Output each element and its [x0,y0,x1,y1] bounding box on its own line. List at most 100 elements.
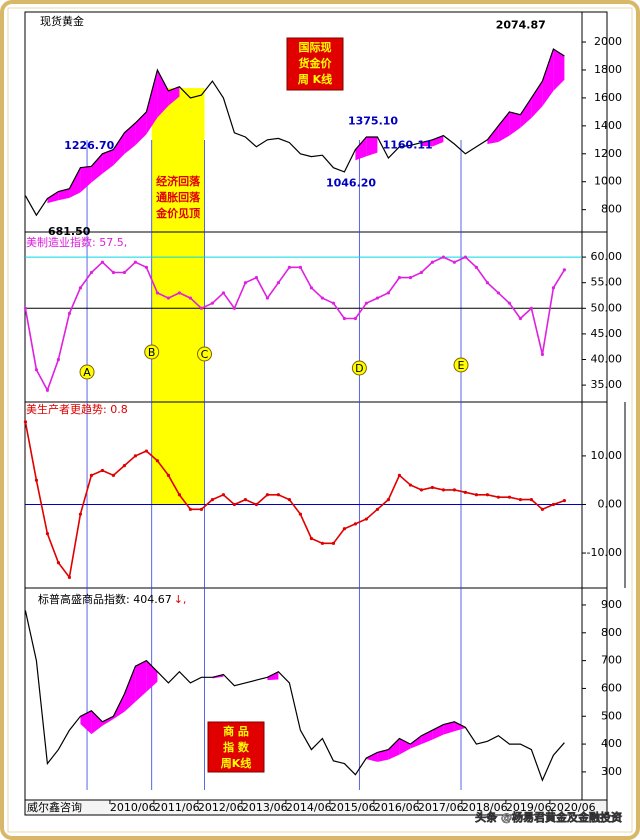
point [419,488,424,492]
trend-fill [80,710,92,735]
x-tick-label: 2012/06 [198,801,244,814]
point [474,493,479,497]
annotation-label: 1160.11 [383,138,433,151]
point [199,306,204,310]
point [408,275,413,280]
panel-title: 美制造业指数: 57.5, [26,235,127,249]
trend-fill [58,188,70,201]
point [100,468,105,473]
y-tick-label: 800 [601,203,622,216]
point [188,296,193,300]
trend-arrow: ↓, [174,593,187,606]
point [23,306,28,310]
point [254,502,259,507]
trend-fill [69,167,81,198]
y-tick-label: 50.00 [591,301,623,314]
point [441,488,446,492]
x-tick-label: 2019/06 [506,801,552,814]
trend-fill [432,724,444,740]
trend-fill [509,111,521,136]
point [166,473,171,477]
y-tick-label: 0.00 [598,497,623,510]
panel-title: 现货黄金 [40,14,84,28]
x-tick-label: 2010/06 [110,801,156,814]
series-line [24,48,565,217]
point [34,478,39,482]
point [67,311,72,316]
point [243,281,248,285]
point [254,275,259,280]
point [408,483,413,487]
trend-fill [267,671,279,681]
point [210,301,215,305]
box-text: 经济回落 [156,174,201,188]
point [221,291,226,295]
x-tick-label: 2015/06 [330,801,376,814]
y-tick-label: 1000 [594,175,622,188]
series-line [24,256,566,393]
trend-fill [410,735,422,749]
trend-fill [146,660,158,692]
box-text: 通胀回落 [156,190,201,204]
trend-fill [146,69,158,135]
trend-fill [531,81,543,119]
point [210,498,215,502]
point [540,352,545,356]
point [397,473,402,477]
trend-fill [432,135,444,147]
point [287,265,292,269]
trend-fill [454,721,466,732]
trend-fill [91,710,103,735]
y-tick-label: 45.00 [591,327,623,340]
trend-fill [498,111,510,143]
point [199,507,204,511]
y-tick-label: 1600 [594,91,622,104]
point [320,296,325,300]
panel-title: 美生产者更趋势: 0.8 [26,402,128,416]
point [342,316,347,321]
trend-fill [487,125,499,144]
box-text: 货金价 [298,56,333,70]
y-tick-label: 700 [601,654,622,667]
box-text: 周 K线 [298,72,332,86]
point [441,255,446,259]
y-tick-label: 60.00 [591,250,623,263]
x-tick-label: 2020/06 [550,801,596,814]
point [23,420,28,424]
point [78,286,83,290]
box-text: 指 数 [223,740,250,754]
point [320,541,325,545]
trend-fill [388,738,400,760]
point [122,464,127,468]
point [100,260,105,264]
y-tick-label: 1800 [594,63,622,76]
inner-frame [7,7,633,833]
annotation-label: 681.50 [48,225,91,238]
point [529,498,534,502]
point [419,270,424,275]
point [298,265,303,269]
event-marker [79,364,95,380]
point [144,449,149,453]
point [89,473,94,477]
point [34,368,39,372]
y-tick-label: 10.00 [591,449,623,462]
event-label: B [148,346,156,359]
box-text: 周K线 [221,756,252,770]
trend-fill [124,666,136,712]
annotation-label: 1375.10 [348,114,398,127]
point [287,498,292,502]
point [463,490,468,494]
y-tick-label: 300 [601,765,622,778]
source-label: 威尔鑫咨询 [27,800,82,814]
trend-fill [135,660,147,702]
series-line [24,610,565,782]
event-label: E [458,359,465,372]
trend-fill [355,137,367,161]
point [507,301,512,305]
trend-fill [520,97,532,128]
event-label: C [201,348,209,361]
point [430,485,435,490]
y-tick-label: 500 [601,709,622,722]
